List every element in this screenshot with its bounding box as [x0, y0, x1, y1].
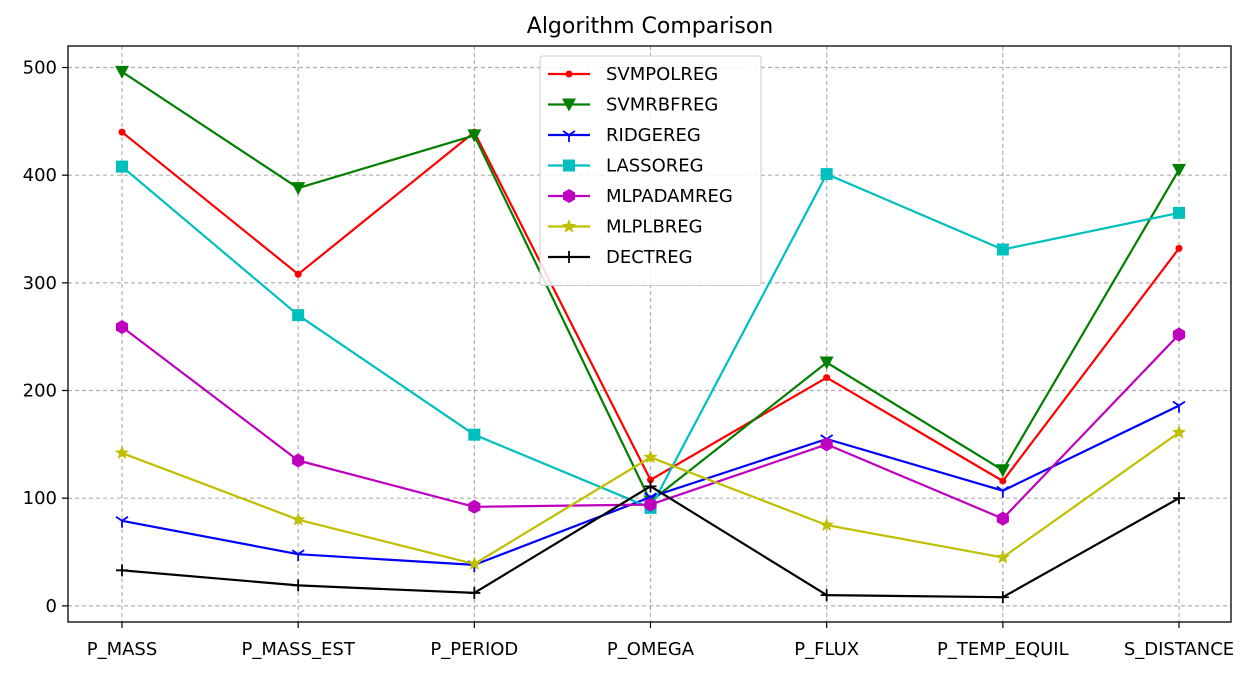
legend-label: DECTREG [606, 247, 693, 268]
legend-item: LASSOREG [548, 156, 704, 177]
y-tick-label: 100 [23, 488, 57, 509]
x-tick-label: P_TEMP_EQUIL [937, 639, 1069, 660]
data-point [643, 449, 658, 464]
data-point [996, 511, 1009, 526]
data-point [996, 243, 1009, 256]
legend-marker [562, 98, 576, 112]
x-tick-label: S_DISTANCE [1124, 639, 1234, 660]
data-point [995, 549, 1010, 564]
y-tick-label: 500 [23, 58, 57, 79]
legend-item: MLPLBREG [548, 217, 703, 238]
legend-item: SVMRBFREG [548, 95, 718, 116]
data-point [995, 464, 1010, 478]
data-point [820, 168, 833, 181]
data-point [996, 591, 1009, 604]
x-tick-label: P_PERIOD [430, 639, 518, 660]
series-mlplbreg [114, 425, 1187, 570]
chart-title: Algorithm Comparison [527, 14, 773, 39]
data-point [996, 485, 1010, 498]
data-point [116, 564, 128, 577]
data-point [1173, 206, 1185, 219]
data-point [1172, 327, 1186, 342]
x-tick-label: P_OMEGA [607, 639, 695, 660]
series-mlpadamreg [115, 320, 1186, 526]
data-point [116, 160, 128, 173]
data-point [644, 480, 657, 493]
data-point [1172, 163, 1186, 177]
data-point [819, 517, 834, 532]
x-axis: P_MASS P_MASS_EST P_PERIOD P_OMEGA P_FLUX P_T… [87, 622, 1234, 660]
data-point [291, 182, 306, 196]
data-point [115, 320, 129, 334]
data-point [467, 556, 482, 570]
data-point [118, 128, 126, 136]
y-tick-label: 0 [46, 596, 57, 617]
data-point [291, 512, 306, 526]
x-tick-label: P_MASS_EST [241, 639, 355, 660]
legend-marker [561, 219, 577, 233]
data-point [115, 516, 129, 528]
data-point [1172, 400, 1186, 413]
legend-marker [562, 189, 576, 203]
y-axis: 0 100 200 300 400 500 [23, 58, 68, 617]
data-point [1171, 425, 1187, 439]
data-point [644, 497, 657, 512]
legend-label: SVMPOLREG [606, 64, 718, 85]
legend-label: MLPADAMREG [606, 186, 733, 207]
legend-label: LASSOREG [606, 156, 704, 177]
data-point [292, 579, 305, 592]
legend-marker [563, 251, 575, 263]
legend-marker [562, 130, 576, 142]
x-tick-label: P_MASS [87, 639, 158, 660]
data-point [294, 270, 302, 278]
y-tick-label: 300 [23, 273, 57, 294]
data-point [115, 65, 129, 79]
legend-item: DECTREG [548, 247, 693, 268]
legend-marker [563, 159, 575, 172]
y-tick-label: 400 [23, 165, 57, 186]
legend-marker [565, 70, 573, 78]
plot-frame [67, 45, 1232, 623]
data-point [823, 374, 831, 382]
legend-label: MLPLBREG [606, 217, 703, 238]
data-point [292, 309, 305, 322]
data-point [114, 445, 130, 459]
data-point [647, 476, 654, 484]
data-point [291, 549, 305, 562]
data-point [819, 356, 834, 370]
series-dectreg [116, 480, 1185, 604]
legend-item: RIDGEREG [548, 125, 701, 146]
data-point [468, 586, 481, 599]
plot-series [114, 65, 1187, 604]
x-tick-label: P_FLUX [794, 639, 859, 660]
data-point [468, 499, 481, 514]
legend-label: SVMRBFREG [606, 95, 718, 116]
legend-box [539, 55, 762, 286]
data-point [820, 437, 833, 452]
legend: SVMPOLREG SVMRBFREG RIDGEREG LASSOREG MLPADA… [539, 55, 762, 286]
data-point [999, 477, 1007, 485]
data-point [820, 589, 833, 602]
data-point [292, 453, 305, 468]
data-point [468, 428, 481, 441]
legend-item: MLPADAMREG [548, 186, 733, 207]
data-point [1175, 244, 1183, 252]
y-tick-label: 200 [23, 381, 57, 402]
legend-label: RIDGEREG [606, 125, 701, 146]
legend-item: SVMPOLREG [548, 64, 718, 85]
data-point [1173, 492, 1185, 505]
data-point [467, 129, 482, 143]
